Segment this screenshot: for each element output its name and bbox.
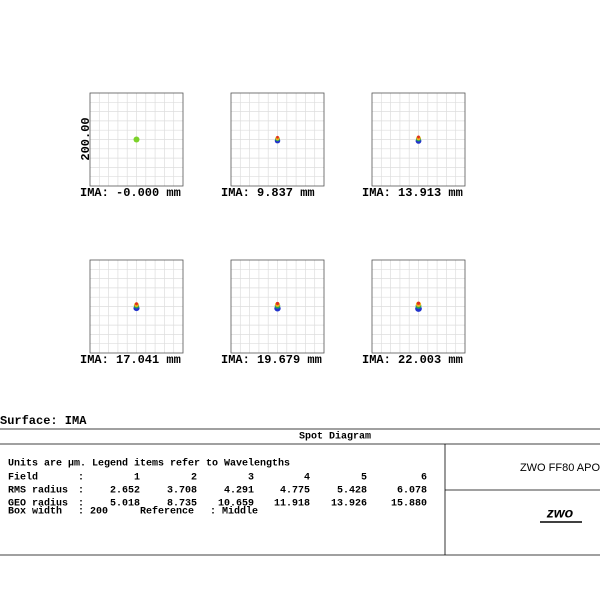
plot-frame (89, 92, 184, 187)
logo: zwo (546, 505, 574, 521)
cell-value: 1 (134, 473, 140, 484)
colon: : (78, 507, 84, 518)
cell-value: 3 (248, 473, 254, 484)
cell-value: 5.428 (337, 486, 367, 497)
footer-frame (0, 428, 600, 556)
units-note: Units are µm. Legend items refer to Wave… (8, 458, 290, 470)
spot (416, 301, 421, 305)
row-label: RMS radius (8, 485, 68, 497)
spot (417, 135, 420, 139)
row-label: GEO radius (8, 498, 68, 510)
plot-frame (371, 259, 466, 354)
spot (276, 135, 279, 139)
cell-value: 4 (304, 473, 310, 484)
field-label: IMA: 17.041 mm (80, 353, 181, 367)
surface-label: Surface: IMA (0, 414, 87, 428)
cell-value: 13.926 (331, 499, 367, 510)
colon: : (78, 499, 84, 510)
box-width-label: Box width (8, 506, 62, 518)
cell-value: 6.078 (397, 486, 427, 497)
footer-title: Spot Diagram (299, 431, 371, 443)
cell-value: 2.652 (110, 486, 140, 497)
field-label: IMA: 13.913 mm (362, 186, 463, 200)
scale-label: 200.00 (79, 117, 93, 160)
field-label: IMA: -0.000 mm (80, 186, 181, 200)
plot-frame (230, 259, 325, 354)
spot (133, 136, 140, 143)
cell-value: 8.735 (167, 499, 197, 510)
plot-frame (371, 92, 466, 187)
cell-value: 10.659 (218, 499, 254, 510)
spot (275, 301, 280, 306)
field-label: IMA: 22.003 mm (362, 353, 463, 367)
field-label: IMA: 19.679 mm (221, 353, 322, 367)
cell-value: 6 (421, 473, 427, 484)
plot-frame (89, 259, 184, 354)
row-label: Field (8, 472, 38, 484)
plot-frame (230, 92, 325, 187)
cell-value: 4.775 (280, 486, 310, 497)
cell-value: 2 (191, 473, 197, 484)
cell-value: 3.708 (167, 486, 197, 497)
cell-value: 11.918 (274, 499, 310, 510)
reference-label: Reference (140, 506, 194, 518)
field-label: IMA: 9.837 mm (221, 186, 315, 200)
colon: : (210, 507, 216, 518)
cell-value: 5.018 (110, 499, 140, 510)
spot (134, 302, 139, 306)
colon: : (78, 486, 84, 497)
reference-value: Middle (222, 506, 258, 518)
product-name: ZWO FF80 APO (520, 462, 600, 474)
cell-value: 5 (361, 473, 367, 484)
box-width-value: 200 (90, 507, 108, 518)
colon: : (78, 473, 84, 484)
cell-value: 15.880 (391, 499, 427, 510)
cell-value: 4.291 (224, 486, 254, 497)
